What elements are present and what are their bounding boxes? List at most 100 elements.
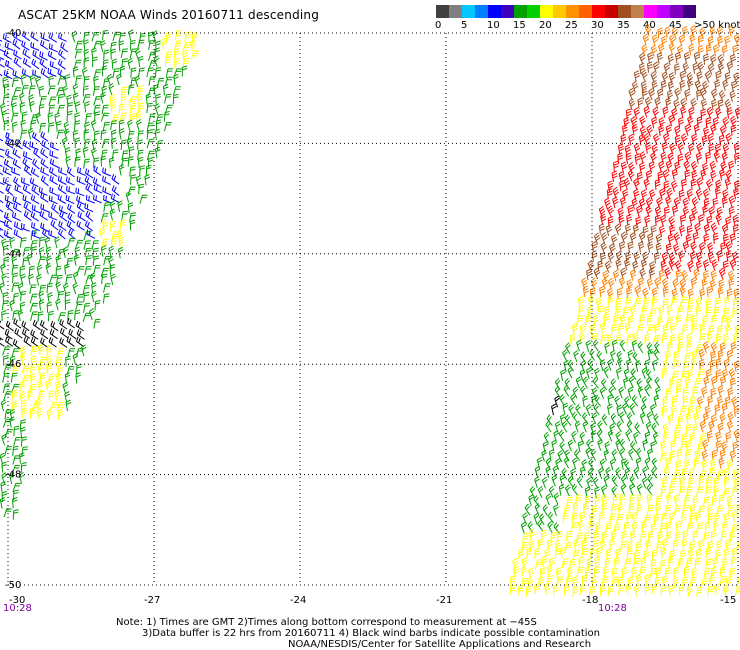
wind-barb bbox=[620, 267, 627, 280]
wind-barb bbox=[728, 195, 736, 208]
wind-barb bbox=[610, 530, 617, 542]
wind-barb bbox=[633, 467, 640, 480]
wind-barb bbox=[570, 393, 576, 406]
longitude-label: -21 bbox=[436, 595, 452, 606]
wind-barb bbox=[74, 137, 81, 149]
wind-barb bbox=[631, 521, 639, 534]
wind-barb bbox=[657, 531, 664, 543]
wind-barb bbox=[68, 228, 76, 240]
wind-barb bbox=[20, 223, 30, 232]
wind-barb bbox=[714, 512, 721, 524]
wind-barb bbox=[649, 261, 656, 274]
wind-barb bbox=[30, 311, 38, 321]
wind-barb bbox=[646, 493, 653, 505]
wind-barb bbox=[625, 251, 632, 263]
wind-barb bbox=[583, 502, 589, 514]
longitude-label: -24 bbox=[290, 595, 306, 606]
wind-barb bbox=[127, 202, 134, 214]
wind-barb bbox=[696, 142, 703, 155]
wind-barb bbox=[688, 143, 695, 155]
wind-barb bbox=[696, 586, 703, 598]
wind-barb bbox=[684, 123, 692, 136]
wind-barb bbox=[128, 96, 137, 106]
wind-barb bbox=[45, 262, 52, 275]
wind-barb bbox=[668, 512, 675, 525]
wind-barb bbox=[622, 124, 628, 136]
wind-barb bbox=[668, 215, 676, 228]
wind-barb bbox=[602, 270, 610, 283]
wind-barb bbox=[578, 304, 585, 316]
wind-barb bbox=[733, 33, 740, 46]
wind-barb bbox=[650, 71, 658, 83]
wind-barb bbox=[190, 50, 200, 60]
wind-barb bbox=[677, 558, 685, 569]
wind-barb bbox=[727, 411, 735, 424]
wind-barb bbox=[705, 151, 712, 163]
wind-barb bbox=[139, 165, 146, 176]
wind-barb bbox=[39, 356, 47, 367]
wind-barb bbox=[629, 494, 635, 505]
wind-barb bbox=[672, 204, 679, 217]
wind-barb bbox=[647, 233, 654, 245]
wind-barb bbox=[47, 50, 57, 61]
wind-barb bbox=[37, 379, 44, 392]
wind-barb bbox=[660, 584, 667, 596]
longitude-label: -30 bbox=[9, 595, 25, 606]
wind-barb bbox=[611, 567, 618, 578]
wind-barb bbox=[668, 258, 676, 271]
wind-barb bbox=[58, 49, 66, 60]
wind-barb bbox=[628, 87, 635, 100]
wind-barb bbox=[22, 194, 32, 204]
wind-barb bbox=[571, 512, 578, 523]
wind-barb bbox=[631, 566, 637, 578]
wind-barb bbox=[615, 258, 622, 271]
wind-barb bbox=[655, 233, 663, 246]
wind-barb bbox=[676, 378, 683, 390]
wind-barb bbox=[2, 346, 11, 356]
wind-barb bbox=[638, 197, 646, 210]
wind-barb bbox=[733, 142, 740, 154]
wind-barb bbox=[708, 420, 715, 433]
wind-barb bbox=[582, 420, 589, 433]
wind-barb bbox=[23, 164, 32, 176]
wind-barb bbox=[1, 461, 7, 473]
wind-barb bbox=[12, 195, 22, 206]
wind-barb bbox=[572, 586, 579, 597]
wind-barb bbox=[534, 547, 541, 559]
wind-barb bbox=[724, 548, 730, 560]
wind-barb bbox=[31, 58, 40, 70]
wind-barb bbox=[111, 174, 120, 185]
wind-barb bbox=[699, 420, 707, 433]
wind-barb bbox=[0, 138, 4, 142]
wind-barb bbox=[77, 167, 86, 177]
wind-barb bbox=[534, 476, 540, 488]
wind-barb bbox=[576, 315, 584, 326]
wind-barb bbox=[55, 380, 62, 393]
wind-barb bbox=[112, 31, 121, 42]
wind-barb bbox=[612, 196, 619, 209]
wind-barb bbox=[698, 214, 705, 226]
wind-barb bbox=[714, 549, 721, 561]
wind-barb bbox=[189, 39, 197, 52]
wind-barb bbox=[607, 429, 614, 442]
wind-barb bbox=[645, 539, 652, 551]
wind-barb bbox=[733, 187, 740, 200]
wind-barb bbox=[23, 210, 32, 222]
wind-barb bbox=[606, 548, 612, 560]
wind-barb bbox=[83, 39, 89, 51]
wind-barb bbox=[120, 48, 129, 59]
wind-barb bbox=[40, 158, 49, 169]
wind-barb bbox=[682, 395, 689, 407]
wind-barb bbox=[699, 288, 706, 300]
wind-barb bbox=[679, 70, 686, 83]
legend-unit-label: >50 knots bbox=[694, 20, 740, 31]
wind-barb bbox=[611, 576, 619, 587]
wind-barb bbox=[636, 378, 643, 391]
wind-barb bbox=[4, 60, 14, 71]
wind-barb bbox=[577, 440, 584, 453]
wind-barb bbox=[717, 54, 725, 67]
wind-barb bbox=[30, 240, 38, 250]
wind-barb bbox=[46, 345, 53, 357]
wind-barb bbox=[146, 122, 154, 133]
wind-barb bbox=[725, 431, 732, 443]
